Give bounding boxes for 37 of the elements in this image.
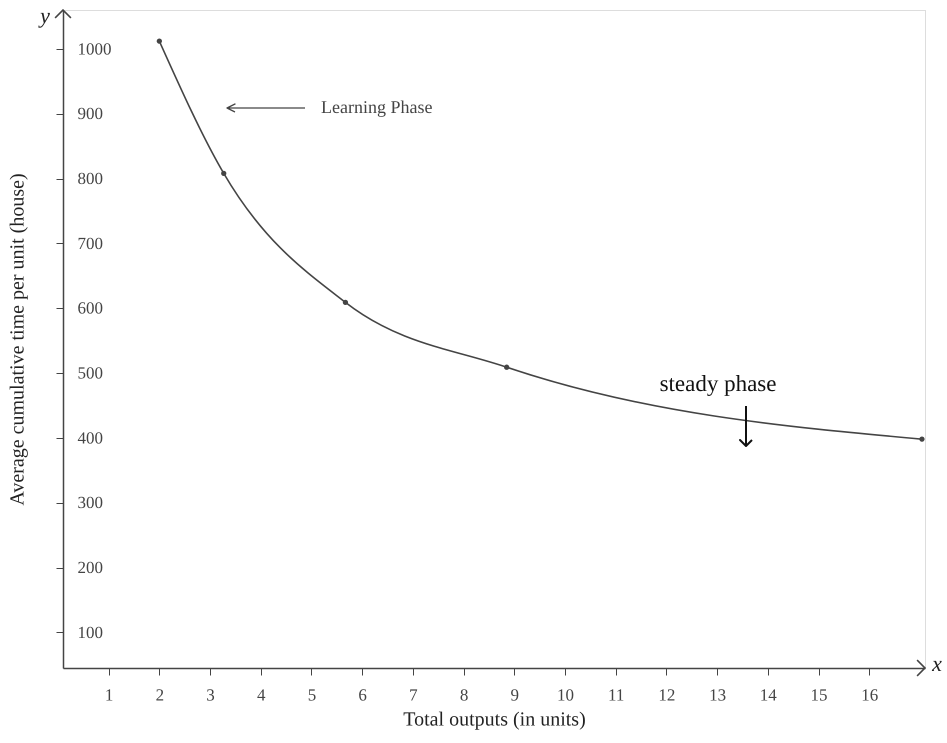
annotation: Learning Phase <box>321 97 432 117</box>
y-tick-label: 400 <box>78 428 103 448</box>
x-tick-label: 14 <box>760 686 778 704</box>
x-tick-label: 6 <box>358 686 367 704</box>
x-tick-label: 13 <box>709 686 726 704</box>
x-tick-label: 11 <box>608 686 624 704</box>
point <box>504 364 510 370</box>
point <box>156 38 162 44</box>
x-tick-label: 8 <box>460 686 468 704</box>
x-tick-label: 10 <box>556 686 574 704</box>
y-tick-label: 600 <box>78 298 103 318</box>
text: y <box>38 3 50 28</box>
y-tick-label: 900 <box>78 104 103 124</box>
y-tick-label: 100 <box>78 622 103 642</box>
y-tick-label: 500 <box>78 364 103 383</box>
y-tick-label: 800 <box>78 169 103 188</box>
point <box>221 170 226 176</box>
y-tick-label: 700 <box>78 234 103 253</box>
x-tick-label: 1 <box>104 686 114 704</box>
y-tick-label: 300 <box>78 493 103 512</box>
y-axis-title: Average cumulative time per unit (house) <box>6 173 28 506</box>
x-tick-label: 2 <box>156 686 164 704</box>
point <box>919 436 925 442</box>
text: x <box>931 651 942 676</box>
x-axis-title: Total outputs (in units) <box>403 708 586 730</box>
annotation: steady phase <box>660 371 776 396</box>
x-tick-label: 15 <box>810 686 828 704</box>
x-tick-label: 12 <box>658 686 676 704</box>
x-tick-label: 4 <box>257 686 266 704</box>
x-tick-label: 5 <box>308 686 316 704</box>
x-tick-label: 9 <box>510 686 520 704</box>
y-tick-label: 1000 <box>78 39 112 58</box>
point <box>342 300 348 306</box>
y-tick-label: 200 <box>78 558 103 578</box>
x-tick-label: 16 <box>861 686 878 704</box>
x-tick-label: 7 <box>409 686 418 704</box>
x-tick-label: 3 <box>206 686 215 704</box>
